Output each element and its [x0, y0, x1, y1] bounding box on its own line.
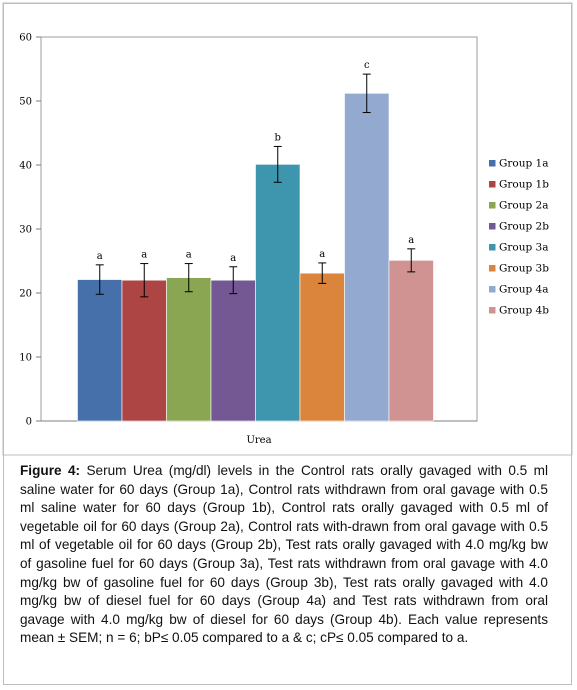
- bar-group-3a: b: [255, 132, 301, 422]
- legend-label: Group 1a: [499, 158, 549, 170]
- significance-label: a: [408, 235, 414, 246]
- legend-item: Group 3a: [489, 242, 549, 254]
- bar: [255, 164, 301, 422]
- significance-label: a: [141, 250, 147, 261]
- significance-label: c: [364, 60, 370, 71]
- caption-text: Serum Urea (mg/dl) levels in the Control…: [20, 463, 548, 646]
- y-tick-label: 40: [19, 161, 32, 172]
- y-tick-label: 60: [19, 33, 32, 44]
- bar: [299, 272, 345, 422]
- legend-item: Group 1a: [489, 158, 549, 170]
- legend-swatch: [489, 286, 496, 293]
- legend-label: Group 4a: [499, 284, 549, 296]
- bar-group-3b: a: [299, 249, 345, 422]
- legend-label: Group 3b: [499, 263, 549, 275]
- legend-label: Group 2b: [499, 221, 549, 233]
- significance-label: a: [97, 251, 103, 262]
- bar: [166, 277, 212, 422]
- legend-swatch: [489, 307, 496, 314]
- significance-label: a: [319, 249, 325, 260]
- bar-group-4a: c: [344, 60, 390, 422]
- chart-border: [2, 2, 573, 456]
- bar-group-1a: a: [77, 251, 123, 422]
- legend-swatch: [489, 223, 496, 230]
- caption-label: Figure 4:: [20, 463, 81, 478]
- y-tick-label: 20: [19, 289, 32, 300]
- legend: Group 1a Group 1b Group 2a Group 2b Group 3a…: [489, 158, 549, 317]
- legend-item: Group 4a: [489, 284, 549, 296]
- y-tick-label: 10: [19, 353, 32, 364]
- bar-group-1b: a: [121, 250, 167, 422]
- legend-item: Group 3b: [489, 263, 549, 275]
- y-tick-label: 50: [19, 97, 32, 108]
- bars-group: a a a a b a c a: [77, 60, 434, 422]
- bar: [388, 260, 434, 422]
- y-tick-label: 0: [26, 417, 32, 428]
- legend-swatch: [489, 160, 496, 167]
- legend-swatch: [489, 202, 496, 209]
- bar: [344, 93, 390, 422]
- figure-caption: Figure 4: Serum Urea (mg/dl) levels in t…: [20, 462, 548, 648]
- legend-item: Group 4b: [489, 305, 549, 317]
- bar: [121, 279, 167, 422]
- legend-swatch: [489, 181, 496, 188]
- legend-label: Group 2a: [499, 200, 549, 212]
- significance-label: a: [186, 250, 192, 261]
- legend-item: Group 2b: [489, 221, 549, 233]
- bar-group-2a: a: [166, 250, 212, 422]
- bar-group-2b: a: [210, 253, 256, 422]
- bar: [77, 279, 123, 422]
- legend-item: Group 1b: [489, 179, 549, 191]
- legend-label: Group 4b: [499, 305, 549, 317]
- legend-item: Group 2a: [489, 200, 549, 212]
- y-tick-label: 30: [19, 225, 32, 236]
- legend-label: Group 1b: [499, 179, 549, 191]
- legend-swatch: [489, 265, 496, 272]
- x-category-label: Urea: [246, 435, 271, 446]
- legend-swatch: [489, 244, 496, 251]
- bar-group-4b: a: [388, 235, 434, 422]
- significance-label: b: [275, 132, 281, 143]
- legend-label: Group 3a: [499, 242, 549, 254]
- significance-label: a: [230, 253, 236, 264]
- bar: [210, 279, 256, 422]
